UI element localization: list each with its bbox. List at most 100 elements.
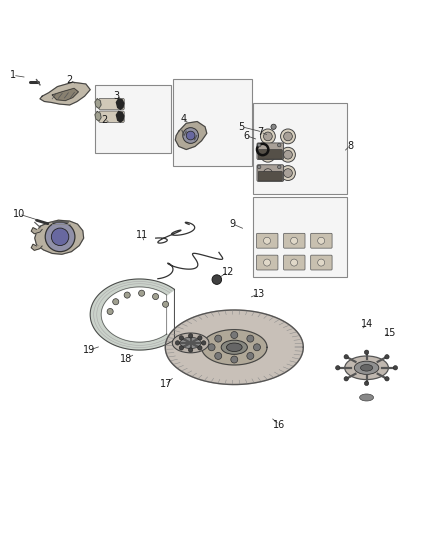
Text: 7: 7 (258, 127, 264, 137)
Circle shape (290, 237, 297, 244)
FancyBboxPatch shape (99, 99, 124, 110)
FancyBboxPatch shape (284, 255, 305, 270)
Circle shape (318, 259, 325, 266)
Circle shape (393, 366, 398, 370)
Circle shape (254, 344, 261, 351)
Circle shape (258, 165, 261, 169)
Circle shape (107, 309, 113, 314)
Circle shape (261, 129, 276, 144)
Circle shape (152, 294, 159, 300)
FancyBboxPatch shape (257, 233, 278, 248)
Circle shape (264, 237, 271, 244)
Circle shape (231, 356, 238, 363)
Circle shape (278, 143, 281, 147)
Text: 8: 8 (347, 141, 353, 150)
Circle shape (258, 143, 261, 147)
Polygon shape (31, 244, 42, 251)
Ellipse shape (221, 340, 247, 354)
Text: 9: 9 (229, 219, 235, 229)
Circle shape (264, 259, 271, 266)
Text: 11: 11 (136, 230, 148, 240)
Text: 18: 18 (120, 354, 132, 364)
FancyBboxPatch shape (284, 233, 305, 248)
Text: 12: 12 (222, 266, 234, 277)
Circle shape (113, 298, 119, 305)
Circle shape (264, 169, 272, 177)
Circle shape (188, 348, 193, 352)
Circle shape (179, 346, 184, 350)
Circle shape (271, 124, 276, 130)
Polygon shape (40, 82, 90, 105)
Text: 6: 6 (243, 131, 249, 141)
Circle shape (186, 131, 195, 140)
Polygon shape (201, 329, 267, 365)
FancyBboxPatch shape (257, 143, 284, 159)
Circle shape (290, 259, 297, 266)
Ellipse shape (226, 343, 242, 352)
Circle shape (281, 147, 295, 162)
Text: 16: 16 (273, 419, 286, 430)
Circle shape (215, 335, 222, 342)
Text: 3: 3 (114, 91, 120, 101)
Circle shape (336, 366, 340, 370)
Circle shape (212, 275, 222, 285)
Circle shape (201, 341, 206, 345)
Circle shape (162, 301, 169, 308)
FancyBboxPatch shape (311, 233, 332, 248)
Circle shape (45, 222, 75, 252)
Circle shape (284, 169, 292, 177)
Circle shape (51, 228, 69, 246)
FancyBboxPatch shape (311, 255, 332, 270)
Circle shape (198, 346, 202, 350)
Polygon shape (35, 220, 84, 254)
Ellipse shape (180, 337, 201, 349)
Circle shape (175, 341, 180, 345)
Circle shape (124, 292, 130, 298)
Polygon shape (90, 279, 174, 350)
FancyBboxPatch shape (99, 111, 124, 123)
Circle shape (247, 335, 254, 342)
Circle shape (281, 166, 295, 181)
Text: 5: 5 (239, 122, 245, 132)
Text: 10: 10 (13, 209, 25, 219)
Text: 2: 2 (67, 75, 73, 85)
Circle shape (261, 147, 276, 162)
Circle shape (179, 336, 184, 340)
Circle shape (278, 165, 281, 169)
FancyBboxPatch shape (95, 85, 171, 153)
Polygon shape (31, 228, 42, 234)
Text: 2: 2 (101, 115, 107, 125)
Polygon shape (95, 111, 101, 121)
Circle shape (198, 336, 202, 340)
Circle shape (385, 354, 389, 359)
Ellipse shape (172, 333, 209, 353)
Polygon shape (95, 99, 101, 108)
Polygon shape (52, 88, 78, 101)
Circle shape (183, 128, 198, 143)
Circle shape (344, 354, 348, 359)
Text: 13: 13 (253, 288, 265, 298)
Ellipse shape (360, 394, 374, 401)
Circle shape (247, 352, 254, 359)
Circle shape (261, 166, 276, 181)
FancyBboxPatch shape (253, 197, 347, 277)
FancyBboxPatch shape (258, 149, 283, 159)
Circle shape (284, 150, 292, 159)
FancyBboxPatch shape (257, 165, 284, 181)
Text: 14: 14 (361, 319, 374, 329)
Text: 1: 1 (10, 70, 16, 80)
Text: 17: 17 (159, 379, 172, 390)
Circle shape (318, 237, 325, 244)
Circle shape (215, 352, 222, 359)
Circle shape (231, 332, 238, 338)
Circle shape (364, 381, 369, 385)
Text: 4: 4 (180, 114, 186, 124)
Ellipse shape (345, 356, 389, 379)
Polygon shape (165, 310, 303, 384)
Circle shape (364, 350, 369, 354)
Circle shape (385, 377, 389, 381)
FancyBboxPatch shape (258, 171, 283, 181)
Polygon shape (175, 122, 207, 149)
Circle shape (264, 132, 272, 141)
Polygon shape (117, 111, 124, 122)
